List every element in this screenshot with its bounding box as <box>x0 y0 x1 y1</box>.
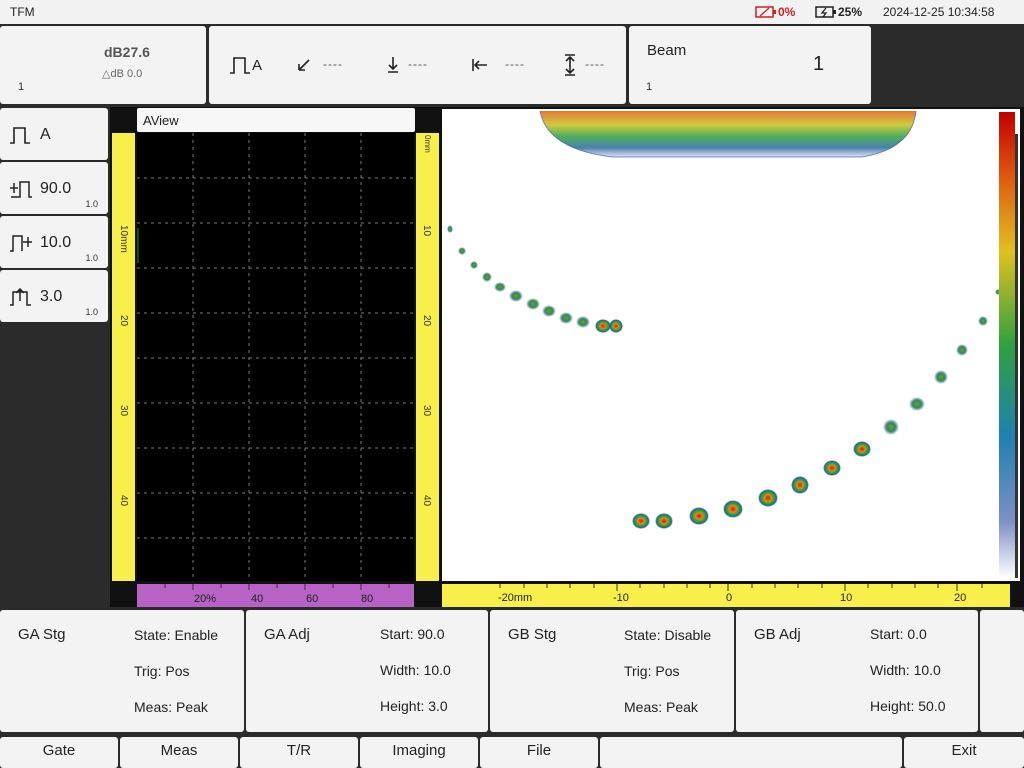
aview-depth-tick: 30 <box>118 405 129 417</box>
thickness-icon <box>565 54 575 76</box>
gate-start-value: 90.0 <box>40 180 72 197</box>
gain-step: 1 <box>18 81 25 93</box>
sound-path-readout: ---- <box>323 57 343 71</box>
ga-height: Height: 3.0 <box>380 698 448 714</box>
gb-height: Height: 50.0 <box>870 698 946 714</box>
app-title: TFM <box>10 5 35 19</box>
aview-depth-ruler: 10mm 20 30 40 <box>112 133 135 581</box>
menu-gate[interactable]: Gate <box>0 737 118 768</box>
battery-low-icon <box>755 6 777 21</box>
image-x-tick: -20mm <box>498 592 533 604</box>
image-x-tick: 20 <box>954 592 967 604</box>
ga-trigger: Trig: Pos <box>134 663 190 679</box>
sound-path-icon <box>298 59 310 71</box>
menu-meas[interactable]: Meas <box>120 737 238 768</box>
menu-imaging[interactable]: Imaging <box>360 737 478 768</box>
ga-settings-panel[interactable]: GA Stg State: Enable Trig: Pos Meas: Pea… <box>0 610 244 732</box>
aview-amplitude-ruler: 20% 40 60 80 <box>137 584 414 607</box>
aview-amp-tick: 80 <box>361 593 374 605</box>
beam-value: 1 <box>813 53 825 75</box>
aview-mid-tick: 0mm <box>423 135 432 153</box>
menu-tr[interactable]: T/R <box>240 737 358 768</box>
gate-start-step: 1.0 <box>85 199 98 209</box>
status-bar: TFM 0% 25% 2024-12-25 10:34:58 <box>0 0 1024 24</box>
gate-select-label: A <box>252 57 263 74</box>
aview-amp-tick: 60 <box>306 593 319 605</box>
aview-mid-tick: 40 <box>421 495 432 507</box>
gb-trigger: Trig: Pos <box>624 663 680 679</box>
beam-step: 1 <box>646 81 653 93</box>
gb-width: Width: 10.0 <box>870 662 941 678</box>
gate-width-step: 1.0 <box>85 253 98 263</box>
gate-height-value: 3.0 <box>40 288 63 305</box>
menu-file[interactable]: File <box>480 737 598 768</box>
gate-icon <box>10 127 30 144</box>
aview-mid-tick: 10 <box>421 225 432 237</box>
image-x-ruler: -20mm -10 0 10 20 <box>442 584 1010 607</box>
gate-width-icon <box>10 235 32 252</box>
depth-readout: ---- <box>408 57 428 71</box>
gate-width-button[interactable]: 10.0 1.0 <box>0 216 108 268</box>
gate-height-button[interactable]: 3.0 1.0 <box>0 270 108 322</box>
gate-select-value: A <box>40 126 51 143</box>
gain-panel[interactable]: dB27.6 △dB 0.0 1 <box>0 26 206 104</box>
aview-title: AView <box>143 113 179 128</box>
ga-settings-title: GA Stg <box>18 626 66 643</box>
beam-label: Beam <box>647 42 687 59</box>
beam-panel[interactable]: Beam 1 1 <box>629 26 871 104</box>
menu-exit[interactable]: Exit <box>904 737 1024 768</box>
gb-start: Start: 0.0 <box>870 626 927 642</box>
menu-empty <box>600 737 902 768</box>
gate-start-button[interactable]: 90.0 1.0 <box>0 162 108 214</box>
delta-gain-value: △dB 0.0 <box>102 68 143 80</box>
ga-adjust-panel[interactable]: GA Adj Start: 90.0 Width: 10.0 Height: 3… <box>246 610 488 732</box>
aview-mid-tick: 20 <box>421 315 432 327</box>
gate-height-step: 1.0 <box>85 307 98 317</box>
aview-mid-tick: 30 <box>421 405 432 417</box>
info-panel-blank <box>980 610 1024 732</box>
gb-settings-title: GB Stg <box>508 626 557 643</box>
aview-mid-ruler: 0mm 10 20 30 40 <box>416 133 439 581</box>
gb-measure: Meas: Peak <box>624 699 698 715</box>
gb-settings-panel[interactable]: GB Stg State: Disable Trig: Pos Meas: Pe… <box>490 610 734 732</box>
gb-adjust-panel[interactable]: GB Adj Start: 0.0 Width: 10.0 Height: 50… <box>736 610 978 732</box>
gate-start-icon <box>10 181 32 198</box>
ga-state: State: Enable <box>134 627 219 643</box>
battery-right-level: 25% <box>838 5 863 19</box>
gate-select-button[interactable]: A <box>0 108 108 160</box>
datetime: 2024-12-25 10:34:58 <box>883 5 995 19</box>
color-scale <box>999 112 1015 578</box>
gate-icon <box>230 57 250 74</box>
ga-start: Start: 90.0 <box>380 626 445 642</box>
surface-distance-readout: ---- <box>505 57 525 71</box>
ga-adjust-title: GA Adj <box>264 626 310 643</box>
ga-width: Width: 10.0 <box>380 662 451 678</box>
depth-icon <box>388 57 398 73</box>
gb-state: State: Disable <box>624 627 712 643</box>
battery-charging-icon <box>815 6 837 21</box>
aview-plot[interactable] <box>137 133 414 581</box>
ga-measure: Meas: Peak <box>134 699 208 715</box>
tfm-image[interactable] <box>442 109 1020 581</box>
surface-distance-icon <box>472 59 487 71</box>
gate-height-icon <box>10 288 31 306</box>
gain-value: dB27.6 <box>104 44 150 60</box>
aview-amp-tick: 20% <box>194 593 217 605</box>
aview-depth-tick: 20 <box>118 315 129 327</box>
battery-left-level: 0% <box>778 5 796 19</box>
gate-select[interactable]: A <box>229 56 262 79</box>
image-x-tick: 10 <box>840 592 853 604</box>
image-x-tick: 0 <box>726 592 733 604</box>
gate-width-value: 10.0 <box>40 234 72 251</box>
aview-title-bar: AView <box>137 108 415 132</box>
thickness-readout: ---- <box>585 57 605 71</box>
image-x-tick: -10 <box>613 592 629 604</box>
aview-amp-tick: 40 <box>251 593 264 605</box>
gb-adjust-title: GB Adj <box>754 626 801 643</box>
aview-depth-tick: 10mm <box>118 225 129 253</box>
aview-depth-tick: 40 <box>118 495 129 507</box>
readout-toolbar: A ---- ---- ---- ---- <box>209 26 626 104</box>
